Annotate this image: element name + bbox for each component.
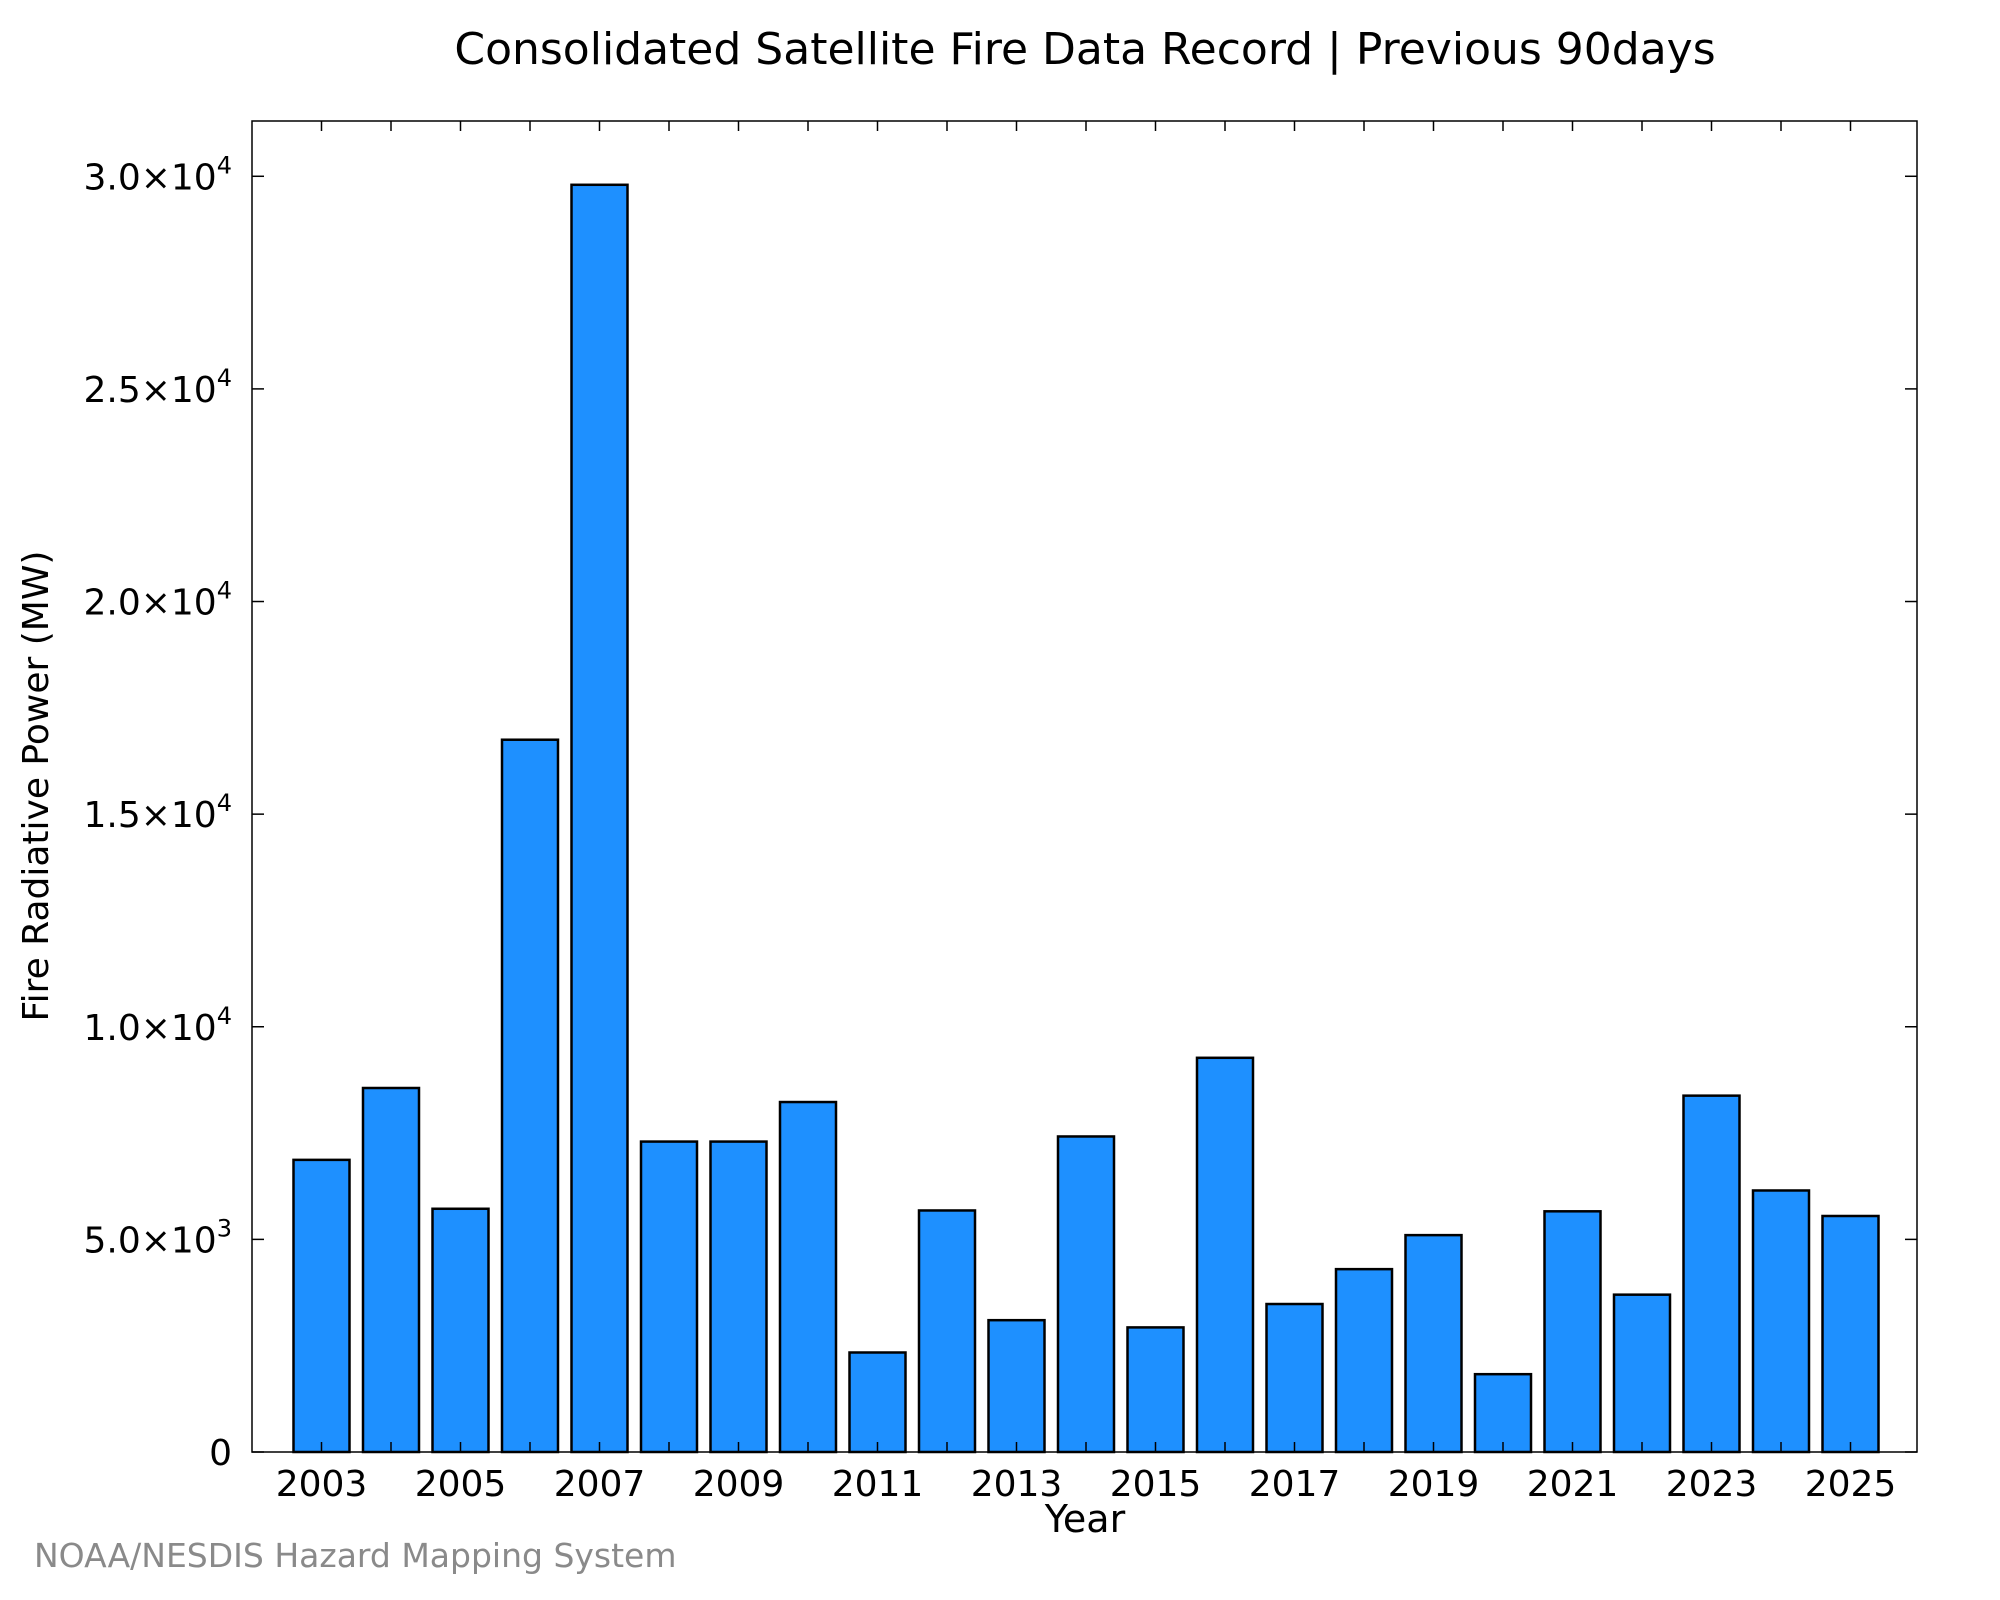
- bar-2023: [1682, 1094, 1741, 1454]
- y-tick-label-0: 0: [209, 1433, 232, 1474]
- bar-2008: [639, 1140, 699, 1454]
- bar-2005: [431, 1207, 490, 1454]
- bar-2011: [848, 1351, 907, 1454]
- bar-2009: [709, 1140, 768, 1454]
- bar-2022: [1612, 1293, 1672, 1454]
- x-tick-label-2021: 2021: [1527, 1464, 1619, 1505]
- bar-2015: [1126, 1326, 1185, 1454]
- x-tick-label-2009: 2009: [693, 1464, 785, 1505]
- bar-2024: [1751, 1189, 1811, 1454]
- bars-group: [292, 183, 1880, 1454]
- bar-2017: [1265, 1302, 1324, 1454]
- bar-2004: [361, 1086, 421, 1454]
- bar-2018: [1334, 1267, 1394, 1454]
- bar-2014: [1056, 1135, 1116, 1454]
- bar-2019: [1404, 1233, 1463, 1454]
- x-axis-label: Year: [1044, 1497, 1126, 1541]
- x-tick-label-2005: 2005: [415, 1464, 507, 1505]
- y-tick-label-15000: 1.5×104: [83, 789, 232, 836]
- x-tick-label-2011: 2011: [832, 1464, 924, 1505]
- y-axis-ticks: 0 5.0×103 1.0×104 1.5×104 2.0×104 2.5×104 3.0×…: [83, 151, 1917, 1474]
- plot-frame: [251, 120, 1918, 1453]
- x-axis-ticks: 2003 2005 2007 2009 2011 2013 2015 2017 2019 2021…: [276, 121, 1897, 1505]
- y-tick-label-10000: 1.0×104: [83, 1002, 232, 1049]
- x-tick-label-2003: 2003: [276, 1464, 368, 1505]
- y-tick-label-30000: 3.0×104: [83, 151, 232, 198]
- bar-2025: [1821, 1214, 1880, 1454]
- x-tick-label-2019: 2019: [1388, 1464, 1480, 1505]
- bar-2007: [570, 183, 629, 1454]
- bar-2012: [917, 1209, 977, 1454]
- bar-2016: [1195, 1056, 1255, 1454]
- bar-2010: [778, 1100, 838, 1454]
- y-axis-label: Fire Radiative Power (MW): [16, 551, 57, 1022]
- y-tick-label-5000: 5.0×103: [83, 1214, 232, 1261]
- chart-title: Consolidated Satellite Fire Data Record …: [454, 24, 1715, 75]
- x-tick-label-2007: 2007: [554, 1464, 646, 1505]
- bar-2021: [1543, 1210, 1602, 1454]
- y-tick-label-20000: 2.0×104: [83, 577, 232, 624]
- x-tick-label-2013: 2013: [971, 1464, 1063, 1505]
- x-tick-label-2023: 2023: [1666, 1464, 1758, 1505]
- x-tick-label-2015: 2015: [1110, 1464, 1202, 1505]
- bar-2013: [987, 1318, 1046, 1454]
- x-tick-label-2025: 2025: [1805, 1464, 1897, 1505]
- y-tick-label-25000: 2.5×104: [83, 364, 232, 411]
- bar-2020: [1473, 1372, 1533, 1454]
- bar-2003: [292, 1158, 351, 1454]
- bar-2006: [500, 738, 560, 1454]
- credit-text: NOAA/NESDIS Hazard Mapping System: [34, 1536, 677, 1575]
- x-tick-label-2017: 2017: [1249, 1464, 1341, 1505]
